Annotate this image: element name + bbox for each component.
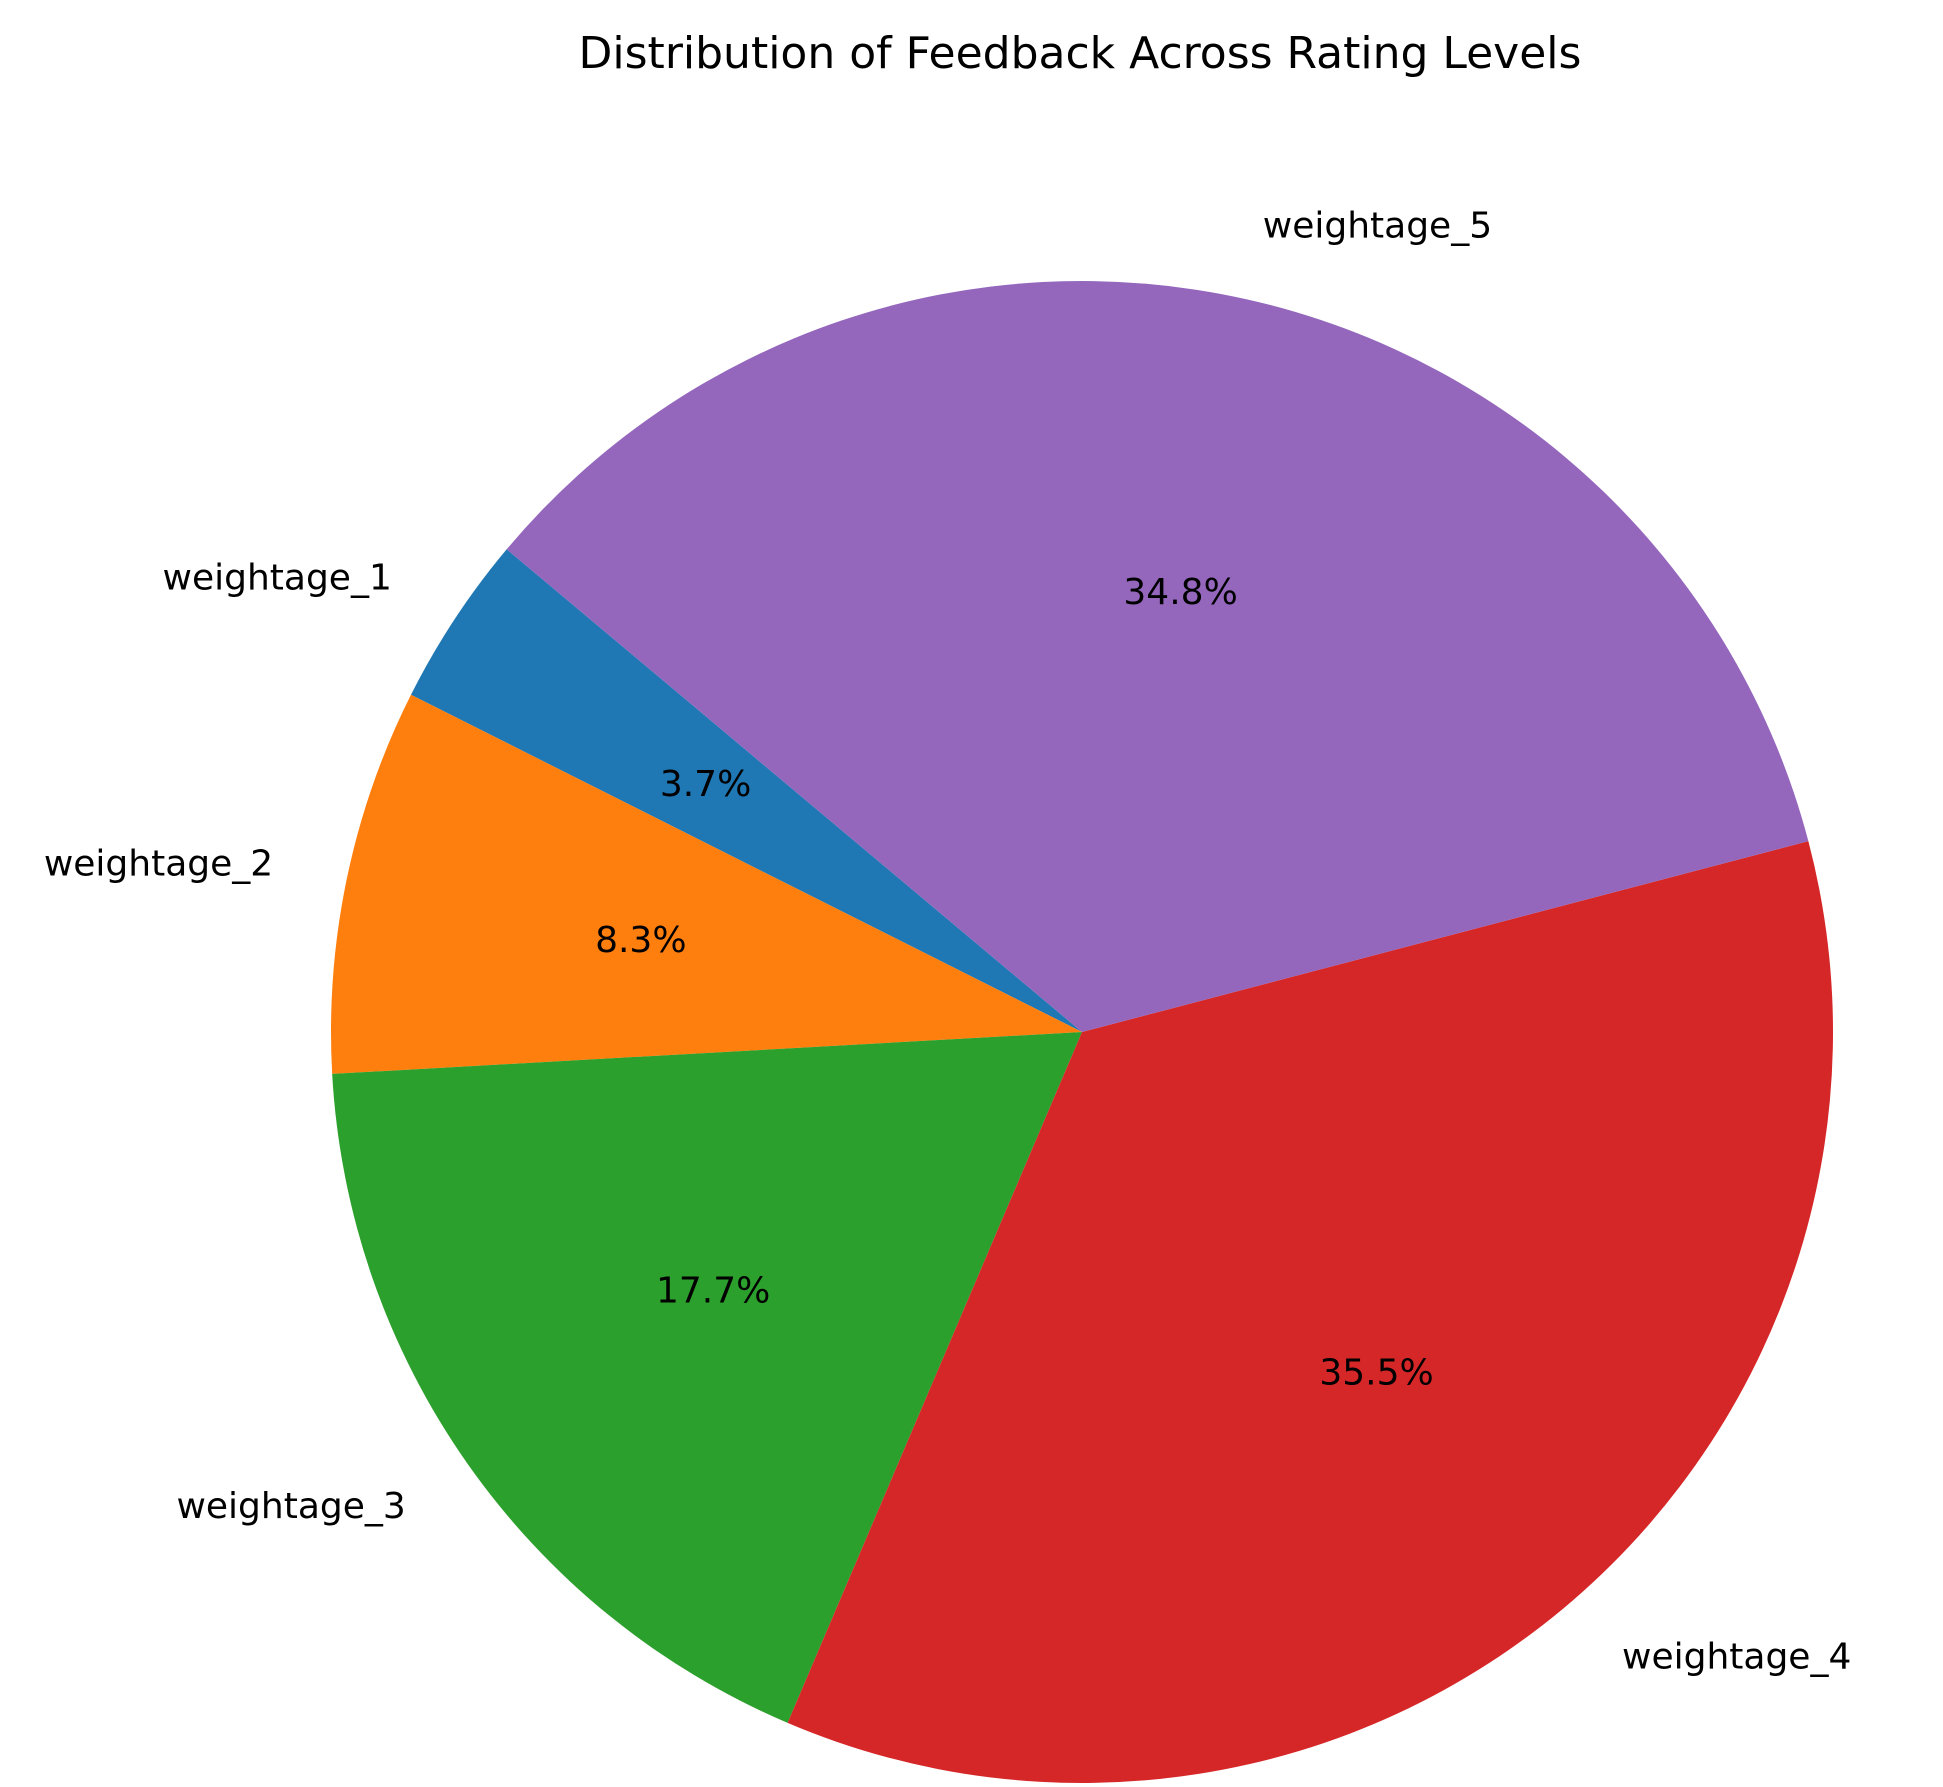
pie-slices — [331, 281, 1833, 1784]
pie-percent-label-weightage_1: 3.7% — [660, 764, 751, 805]
pie-slice-label-weightage_4: weightage_4 — [1622, 1637, 1851, 1678]
pie-slice-label-weightage_2: weightage_2 — [44, 843, 273, 884]
pie-slice-weightage_2 — [331, 694, 1082, 1074]
pie-slice-label-weightage_5: weightage_5 — [1263, 205, 1492, 246]
pie-percent-labels: 3.7% 8.3% 17.7% 35.5% 34.8% — [595, 572, 1434, 1394]
pie-slice-weightage_5 — [506, 281, 1809, 1032]
pie-slice-weightage_4 — [787, 841, 1833, 1784]
pie-percent-label-weightage_2: 8.3% — [595, 920, 686, 961]
pie-slice-weightage_3 — [332, 1032, 1082, 1723]
pie-percent-label-weightage_4: 35.5% — [1319, 1352, 1433, 1393]
chart-title: Distribution of Feedback Across Rating L… — [579, 28, 1582, 79]
pie-slice-weightage_1 — [410, 549, 1082, 1032]
pie-slice-label-weightage_3: weightage_3 — [176, 1486, 405, 1527]
pie-percent-label-weightage_5: 34.8% — [1123, 572, 1237, 613]
pie-slice-label-weightage_1: weightage_1 — [163, 557, 392, 598]
pie-percent-label-weightage_3: 17.7% — [656, 1270, 770, 1311]
pie-slice-labels: weightage_1weightage_2weightage_3weighta… — [44, 205, 1852, 1677]
